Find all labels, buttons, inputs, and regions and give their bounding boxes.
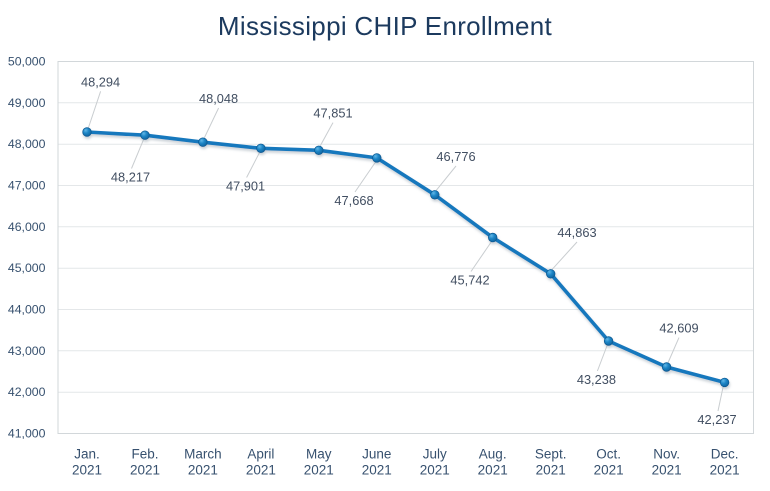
svg-text:2021: 2021 xyxy=(536,463,566,478)
svg-text:Sept.: Sept. xyxy=(535,447,567,462)
svg-text:44,863: 44,863 xyxy=(557,225,596,240)
svg-text:46,000: 46,000 xyxy=(8,220,46,234)
svg-text:July: July xyxy=(423,447,447,462)
svg-text:2021: 2021 xyxy=(246,463,276,478)
svg-text:43,000: 43,000 xyxy=(8,344,46,358)
svg-text:47,000: 47,000 xyxy=(8,179,46,193)
svg-text:47,668: 47,668 xyxy=(334,193,373,208)
svg-text:Oct.: Oct. xyxy=(596,447,621,462)
svg-text:2021: 2021 xyxy=(130,463,160,478)
svg-text:44,000: 44,000 xyxy=(8,303,46,317)
svg-text:41,000: 41,000 xyxy=(8,427,46,441)
svg-text:Aug.: Aug. xyxy=(479,447,507,462)
svg-text:2021: 2021 xyxy=(362,463,392,478)
svg-text:June: June xyxy=(362,447,391,462)
svg-text:48,048: 48,048 xyxy=(199,91,238,106)
svg-text:48,294: 48,294 xyxy=(81,74,120,89)
svg-text:March: March xyxy=(184,447,222,462)
svg-text:2021: 2021 xyxy=(72,463,102,478)
svg-text:Feb.: Feb. xyxy=(131,447,158,462)
svg-text:Dec.: Dec. xyxy=(711,447,739,462)
svg-text:47,901: 47,901 xyxy=(226,179,265,194)
svg-text:2021: 2021 xyxy=(594,463,624,478)
svg-text:48,217: 48,217 xyxy=(111,170,150,185)
svg-text:Nov.: Nov. xyxy=(653,447,680,462)
svg-text:50,000: 50,000 xyxy=(8,55,46,69)
svg-text:42,609: 42,609 xyxy=(659,321,698,336)
svg-text:49,000: 49,000 xyxy=(8,96,46,110)
svg-text:47,851: 47,851 xyxy=(313,106,352,121)
svg-text:48,000: 48,000 xyxy=(8,137,46,151)
svg-text:45,000: 45,000 xyxy=(8,261,46,275)
svg-text:45,742: 45,742 xyxy=(450,273,489,288)
svg-text:2021: 2021 xyxy=(478,463,508,478)
svg-text:43,238: 43,238 xyxy=(577,372,616,387)
svg-text:46,776: 46,776 xyxy=(436,149,475,164)
svg-text:Jan.: Jan. xyxy=(74,447,100,462)
svg-text:May: May xyxy=(306,447,332,462)
svg-text:42,000: 42,000 xyxy=(8,385,46,399)
svg-text:42,237: 42,237 xyxy=(697,412,736,427)
svg-text:2021: 2021 xyxy=(710,463,740,478)
svg-text:April: April xyxy=(247,447,274,462)
svg-text:2021: 2021 xyxy=(652,463,682,478)
svg-text:2021: 2021 xyxy=(188,463,218,478)
svg-text:2021: 2021 xyxy=(304,463,334,478)
svg-text:2021: 2021 xyxy=(420,463,450,478)
